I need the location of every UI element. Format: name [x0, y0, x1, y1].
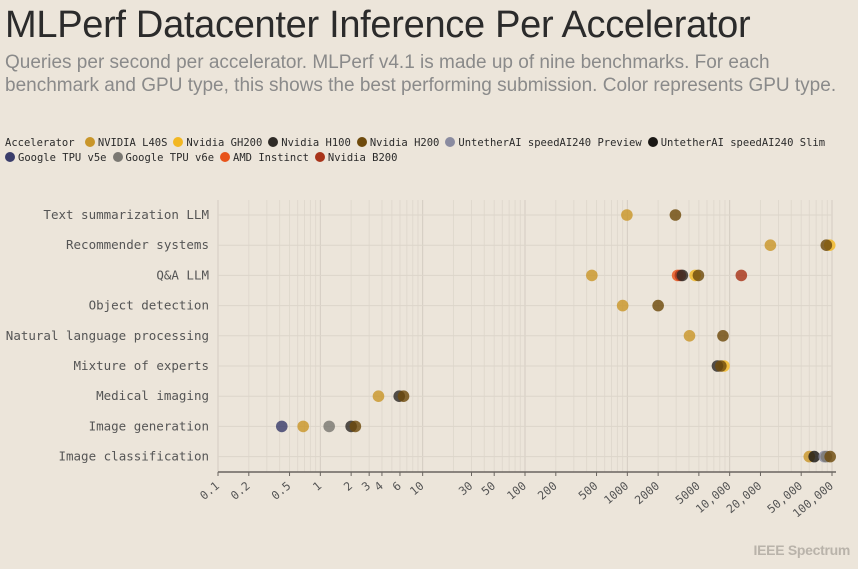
data-point [275, 420, 288, 433]
data-point [323, 420, 335, 433]
category-label: Q&A LLM [156, 267, 209, 282]
x-tick-label: 500 [576, 479, 601, 503]
x-tick-label: 2 [341, 479, 355, 494]
x-tick-label: 50 [479, 479, 499, 499]
ieee-spectrum-logo: IEEE Spectrum [753, 542, 851, 558]
legend-item: AMD Instinct [220, 151, 309, 166]
category-label: Medical imaging [96, 388, 209, 403]
category-label: Image generation [89, 418, 209, 433]
chart-subtitle: Queries per second per accelerator. MLPe… [5, 52, 837, 96]
legend-swatch [268, 137, 279, 147]
x-tick-label: 10 [407, 479, 427, 499]
x-tick-label: 2000 [632, 479, 662, 508]
legend-swatch [173, 137, 184, 147]
chart-title: MLPerf Datacenter Inference Per Accelera… [5, 4, 751, 46]
data-point [692, 269, 705, 282]
legend-label: AMD Instinct [233, 152, 309, 164]
data-point [397, 390, 410, 403]
legend-swatch [647, 137, 658, 147]
data-point [764, 239, 777, 251]
data-point [372, 390, 385, 403]
legend: Accelerator NVIDIA L40S Nvidia GH200 Nvidi… [5, 136, 853, 166]
legend-label: Nvidia GH200 [186, 137, 263, 149]
data-point [717, 330, 729, 342]
data-point [715, 360, 727, 372]
x-tick-label: 200 [535, 479, 560, 503]
data-point [586, 269, 598, 282]
legend-label: UntetherAI speedAI240 Preview [458, 137, 642, 149]
legend-label: Google TPU v6e [125, 152, 215, 164]
data-point [621, 209, 633, 221]
category-label: Recommender systems [66, 237, 209, 252]
x-tick-label: 1 [310, 479, 324, 494]
x-tick-label: 0.5 [269, 479, 294, 503]
legend-title: Accelerator [5, 137, 75, 149]
x-tick-label: 3 [359, 479, 373, 494]
data-point [820, 239, 833, 251]
legend-item: Google TPU v5e [5, 151, 107, 166]
legend-item: UntetherAI speedAI240 Slim [647, 136, 826, 151]
category-label: Mixture of experts [74, 358, 209, 373]
data-point [616, 299, 629, 312]
data-point [349, 420, 362, 433]
x-tick-label: 4 [372, 479, 386, 494]
x-tick-label: 0.2 [228, 479, 253, 503]
legend-label: Nvidia H200 [369, 137, 440, 149]
x-tick-label: 1000 [601, 479, 631, 508]
legend-item: UntetherAI speedAI240 Preview [445, 136, 642, 151]
x-tick-label: 100 [504, 479, 529, 503]
data-point [669, 209, 682, 221]
legend-label: Nvidia H100 [281, 137, 351, 149]
x-tick-label: 6 [390, 479, 404, 494]
legend-swatch [5, 152, 15, 162]
legend-label: Google TPU v5e [18, 152, 107, 164]
x-tick-label: 0.1 [197, 479, 222, 503]
category-label: Natural language processing [6, 328, 209, 343]
category-label: Text summarization LLM [43, 207, 209, 222]
legend-label: NVIDIA L40S [97, 137, 168, 149]
data-point [652, 299, 664, 312]
legend-item: Google TPU v6e [112, 151, 215, 166]
data-point [676, 269, 689, 282]
legend-item: Nvidia B200 [314, 151, 398, 166]
legend-item: Nvidia H100 [268, 136, 351, 151]
legend-item: Nvidia GH200 [173, 136, 262, 151]
legend-item: NVIDIA L40S [84, 136, 168, 151]
legend-swatch [356, 137, 367, 147]
data-point [683, 330, 696, 342]
x-tick-label: 30 [456, 479, 476, 499]
data-point [824, 450, 836, 463]
legend-swatch [314, 152, 325, 162]
category-label: Image classification [58, 449, 209, 464]
x-tick-label: 20,000 [724, 479, 765, 516]
data-point [297, 420, 309, 433]
legend-swatch [112, 152, 123, 162]
legend-label: UntetherAI speedAI240 Slim [660, 137, 826, 149]
legend-swatch [84, 137, 95, 147]
legend-label: Nvidia B200 [327, 152, 398, 164]
category-label: Object detection [89, 298, 209, 313]
legend-swatch [445, 137, 456, 147]
data-point [808, 450, 821, 463]
legend-item: Nvidia H200 [356, 136, 440, 151]
legend-swatch [220, 152, 231, 162]
data-point [735, 269, 748, 282]
